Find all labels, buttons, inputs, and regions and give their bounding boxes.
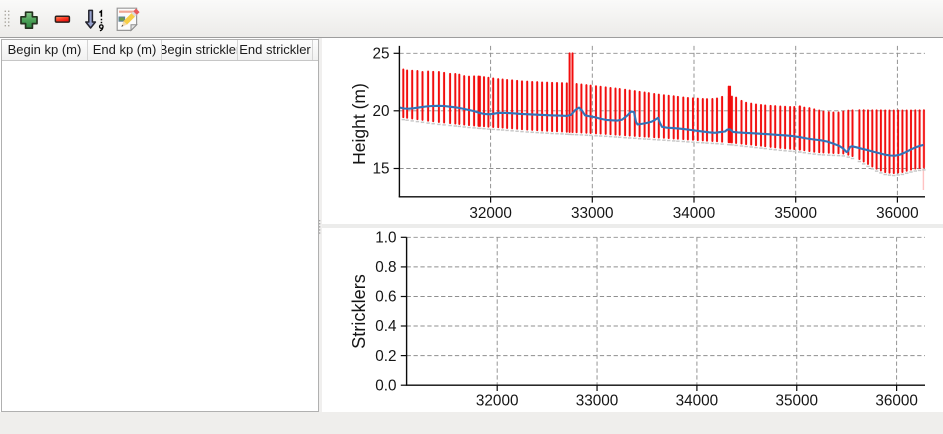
svg-text:Height (m): Height (m) (349, 83, 369, 165)
svg-text:32000: 32000 (476, 393, 519, 410)
svg-text:20: 20 (372, 103, 389, 120)
svg-text:35000: 35000 (774, 205, 817, 222)
svg-text:0.8: 0.8 (375, 259, 396, 276)
svg-text:33000: 33000 (571, 205, 614, 222)
svg-text:36000: 36000 (875, 393, 918, 410)
svg-text:1.0: 1.0 (375, 230, 396, 247)
svg-text:32000: 32000 (469, 205, 512, 222)
svg-text:33000: 33000 (576, 393, 619, 410)
svg-text:Stricklers: Stricklers (349, 274, 369, 349)
svg-text:15: 15 (372, 161, 389, 178)
svg-text:36000: 36000 (876, 205, 919, 222)
svg-text:0.4: 0.4 (375, 318, 397, 335)
svg-text:35000: 35000 (775, 393, 818, 410)
svg-text:34000: 34000 (676, 393, 719, 410)
svg-text:0.2: 0.2 (375, 348, 396, 365)
svg-text:0.0: 0.0 (375, 377, 396, 394)
svg-text:34000: 34000 (673, 205, 716, 222)
svg-text:0.6: 0.6 (375, 289, 396, 306)
svg-text:25: 25 (372, 46, 389, 63)
